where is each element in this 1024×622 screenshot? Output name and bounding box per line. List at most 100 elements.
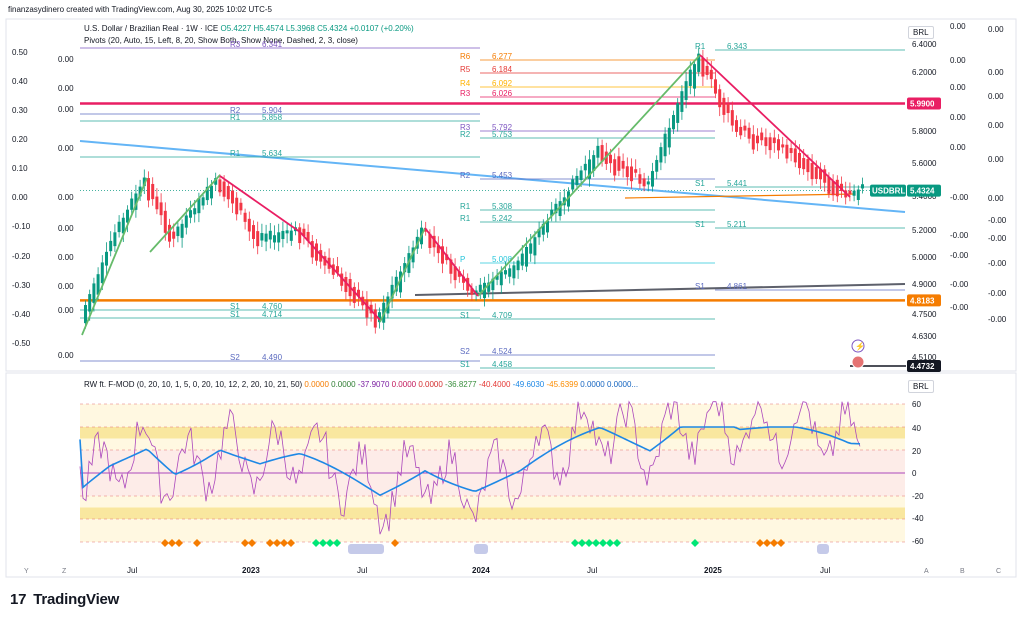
candle-body [583, 163, 587, 171]
candle-body [197, 198, 201, 214]
candle-body [92, 283, 96, 303]
main-pane-border [5, 18, 1017, 372]
pivot-value: 5.904 [262, 106, 283, 115]
bottom-left-letter: Z [62, 568, 67, 575]
pivot-tag: R1 [230, 149, 241, 158]
oscillator-value-6: -40.4000 [476, 380, 511, 389]
candle-body [155, 196, 159, 210]
candle-body [147, 178, 150, 201]
candle-body [856, 189, 860, 200]
candle-body [214, 178, 218, 185]
candle-body [218, 179, 222, 193]
oscillator-currency-label[interactable]: BRL [908, 380, 934, 393]
signal-diamond [161, 539, 169, 547]
pivot-value: 5.858 [262, 113, 283, 122]
low-value: L5.3968 [285, 24, 315, 33]
candle-body [491, 278, 495, 291]
candle-body [592, 155, 596, 171]
candle-body [252, 225, 255, 239]
right-axis-tick: 4.7500 [912, 310, 937, 319]
candle-body [693, 64, 696, 89]
lightning-glyph: ⚡ [855, 341, 865, 351]
candle-body [768, 137, 772, 151]
pivot-value: 5.242 [492, 214, 513, 223]
candle-body [705, 65, 709, 75]
left-scale-inner-tick: 0.00 [58, 105, 74, 114]
right-axis-tick: 5.6000 [912, 159, 937, 168]
pivot-tag: R1 [460, 214, 471, 223]
bottom-right-letter: A [924, 568, 929, 575]
time-axis-label: 2023 [242, 566, 260, 575]
zigzag-up-line [379, 227, 426, 323]
candle-body [819, 169, 822, 180]
price-tag-5990-text: 5.9900 [910, 99, 935, 108]
pivot-tag: S1 [460, 311, 470, 320]
time-axis-label: 2024 [472, 566, 490, 575]
oscillator-title[interactable]: RW ft. F-MOD (0, 20, 10, 1, 5, 0, 20, 10… [84, 380, 303, 389]
candle-body [189, 210, 192, 218]
price-tag-4473-text: 4.4732 [910, 362, 935, 371]
candle-body [747, 127, 751, 139]
signal-diamond [606, 539, 614, 547]
candle-body [617, 156, 621, 171]
candle-body [168, 224, 171, 242]
pivot-tag: R6 [460, 52, 471, 61]
candle-body [239, 202, 243, 211]
watermark: finanzasydinero created with TradingView… [8, 5, 273, 14]
candle-body [340, 273, 344, 286]
candle-body [483, 282, 486, 299]
candle-body [449, 259, 453, 274]
candle-body [558, 201, 562, 217]
candle-body [550, 209, 554, 216]
currency-label[interactable]: BRL [908, 26, 934, 39]
candle-body [315, 243, 318, 261]
time-axis-label: Jul [127, 566, 137, 575]
left-scale-outer-tick: 0.20 [12, 135, 28, 144]
candle-body [781, 144, 785, 148]
oscillator-value-7: -49.6030 [510, 380, 545, 389]
marker-box [474, 544, 488, 554]
candle-body [835, 179, 839, 197]
candle-body [802, 158, 806, 170]
candle-body [117, 221, 121, 233]
signal-diamond [756, 539, 764, 547]
candle-body [672, 115, 675, 130]
candle-body [504, 270, 507, 275]
pivots-indicator-label[interactable]: Pivots (20, Auto, 15, Left, 8, 20, Show … [84, 36, 358, 45]
tradingview-brand[interactable]: 17 TradingView [10, 591, 119, 608]
symbol-name[interactable]: U.S. Dollar / Brazilian Real · 1W · ICE [84, 24, 219, 33]
left-scale-inner-tick: 0.00 [58, 306, 74, 315]
far-right-scale-a-tick: -0.00 [950, 303, 969, 312]
left-scale-outer-tick: 0.30 [12, 106, 28, 115]
candle-body [600, 145, 604, 162]
right-axis-tick: 5.0000 [912, 253, 937, 262]
candle-body [730, 110, 734, 126]
candle-body [655, 159, 659, 172]
candle-body [861, 184, 864, 189]
candle-body [525, 246, 528, 267]
oscillator-value-3: 0.0000 [389, 380, 417, 389]
signal-diamond [571, 539, 579, 547]
candle-body [512, 265, 516, 279]
zigzag-down-line [424, 227, 479, 297]
pivot-value: 6.026 [492, 89, 513, 98]
candle-body [793, 148, 797, 163]
candle-body [709, 69, 713, 80]
pivot-value: 6.343 [727, 42, 748, 51]
left-scale-inner-tick: 0.00 [58, 224, 74, 233]
candle-body [205, 186, 209, 201]
candle-body [764, 137, 768, 147]
far-right-scale-b-tick: -0.00 [988, 259, 1007, 268]
price-tag-4473-bg [907, 360, 941, 372]
signal-diamond [763, 539, 771, 547]
candle-body [701, 57, 705, 77]
symbol-tag-bg [870, 184, 906, 197]
marker-box [817, 544, 829, 554]
candle-body [541, 223, 545, 235]
candle-body [344, 276, 348, 292]
price-tag-4818: 4.8183 [907, 294, 941, 307]
pivot-tag: R1 [460, 202, 471, 211]
far-right-scale-a-tick: 0.00 [950, 56, 966, 65]
signal-diamond [248, 539, 256, 547]
